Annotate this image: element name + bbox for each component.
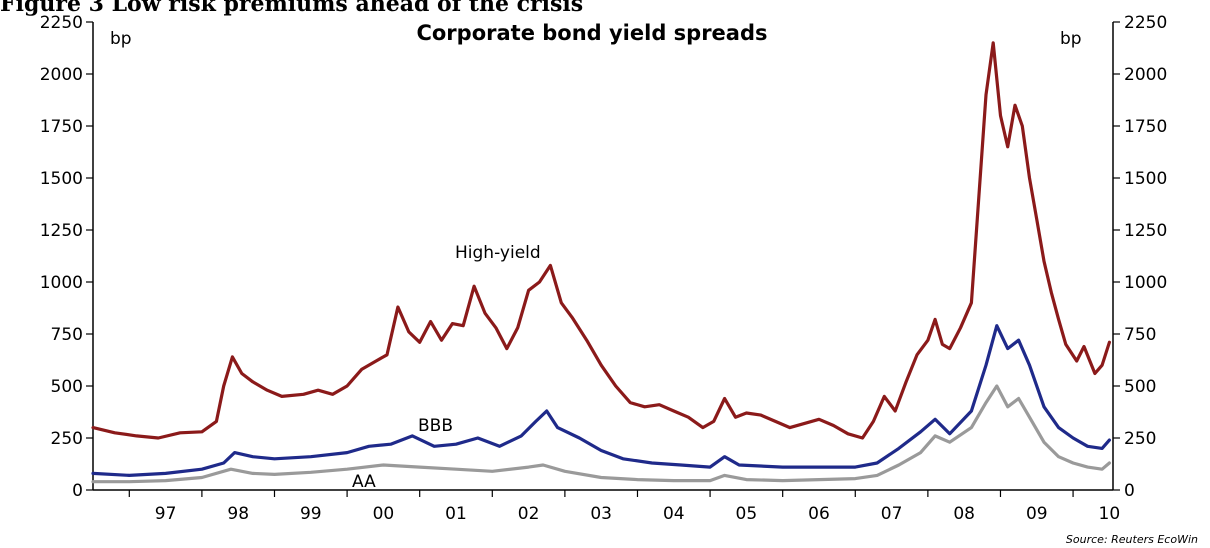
label-high-yield: High-yield [455, 243, 541, 263]
series-line-bbb [91, 324, 1112, 477]
y-tick-label-right: 1000 [1124, 273, 1167, 293]
y-tick-label-right: 1750 [1124, 117, 1167, 137]
label-aa: AA [352, 472, 376, 492]
x-tick-label: 03 [590, 504, 612, 524]
chart-source: Source: Reuters EcoWin [1066, 533, 1198, 546]
x-tick-label: 07 [881, 504, 903, 524]
figure-heading: Figure 3 Low risk premiums ahead of the … [0, 0, 584, 17]
y-unit-right: bp [1060, 29, 1082, 49]
y-tick-label-left: 2250 [40, 13, 83, 33]
y-tick-label-left: 1250 [40, 221, 83, 241]
x-tick-label: 05 [736, 504, 758, 524]
y-tick-label-right: 0 [1124, 481, 1135, 501]
x-tick-label: 97 [155, 504, 177, 524]
x-tick-label: 02 [518, 504, 540, 524]
y-tick-label-left: 250 [51, 429, 83, 449]
y-tick-label-right: 2250 [1124, 13, 1167, 33]
x-tick-label: 00 [373, 504, 395, 524]
y-tick-label-left: 1500 [40, 169, 83, 189]
y-axis-right: 0 250 500 750 1000 1250 1500 1750 2000 2250 [1113, 13, 1167, 501]
y-tick-label-left: 750 [51, 325, 83, 345]
x-tick-label: 06 [808, 504, 830, 524]
chart-title: Corporate bond yield spreads [416, 21, 767, 45]
plot-frame [92, 22, 1114, 491]
y-tick-label-left: 1750 [40, 117, 83, 137]
y-axis-left: 0 250 500 750 1000 1250 1500 1750 2000 2250 [40, 13, 93, 501]
x-tick-label: 09 [1026, 504, 1048, 524]
x-tick-label: 10 [1099, 504, 1121, 524]
x-tick-label: 99 [300, 504, 322, 524]
x-tick-label: 08 [953, 504, 975, 524]
series-line-high-yield [91, 41, 1112, 440]
y-tick-label-right: 500 [1124, 377, 1156, 397]
y-tick-label-right: 750 [1124, 325, 1156, 345]
x-tick-label: 98 [227, 504, 249, 524]
y-tick-label-right: 250 [1124, 429, 1156, 449]
series-line-aa [91, 384, 1112, 484]
x-tick-label: 01 [445, 504, 467, 524]
y-tick-label-left: 2000 [40, 65, 83, 85]
y-tick-label-right: 1250 [1124, 221, 1167, 241]
y-tick-label-right: 2000 [1124, 65, 1167, 85]
y-tick-label-left: 1000 [40, 273, 83, 293]
series-layer [91, 41, 1112, 484]
x-axis: 97 98 99 00 01 02 03 04 05 06 07 08 09 10 [128, 490, 1121, 524]
y-unit-left: bp [110, 29, 132, 49]
x-tick-label: 04 [663, 504, 685, 524]
y-tick-label-right: 1500 [1124, 169, 1167, 189]
y-tick-label-left: 0 [72, 481, 83, 501]
y-tick-label-left: 500 [51, 377, 83, 397]
label-bbb: BBB [418, 416, 453, 436]
